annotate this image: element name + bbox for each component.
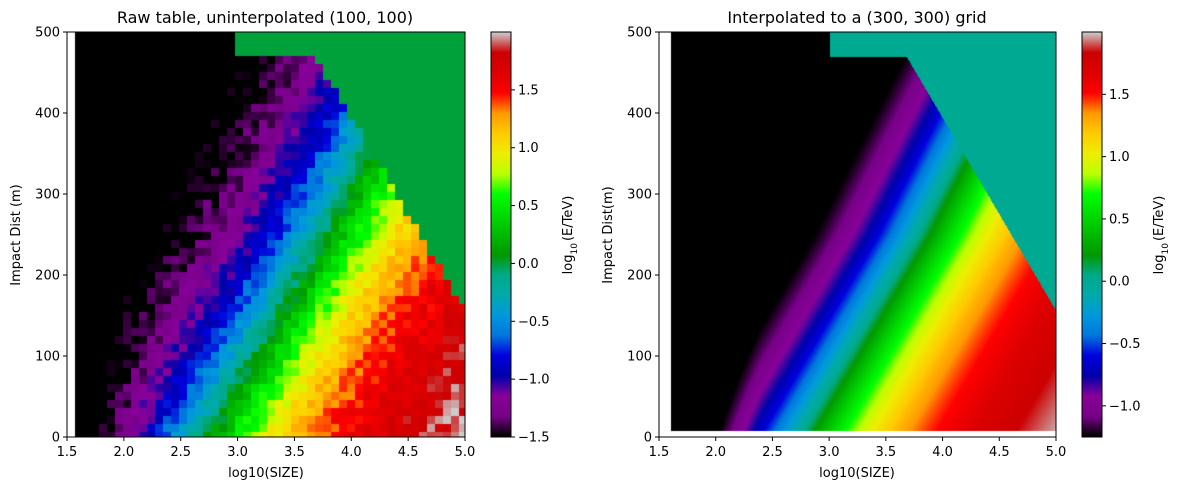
right-y-axis-label: Impact Dist(m) bbox=[601, 186, 616, 283]
left-colorbar-label: log10(E/TeV) bbox=[561, 196, 580, 275]
left-chart: Raw table, uninterpolated (100, 100) 1.5… bbox=[9, 8, 580, 481]
right-colorbar-area bbox=[1082, 32, 1102, 437]
colorbar-tick-label: 0.5 bbox=[518, 199, 539, 214]
left-colorbar-frame bbox=[490, 31, 512, 438]
x-tick-label: 3.0 bbox=[227, 445, 248, 460]
left-x-axis-label: log10(SIZE) bbox=[228, 466, 304, 481]
x-tick-label: 3.5 bbox=[876, 445, 897, 460]
right-colorbar-ticks: −1.0 −0.5 0.0 0.5 1.0 1.5 bbox=[1102, 88, 1141, 414]
x-tick-label: 4.5 bbox=[989, 445, 1010, 460]
y-tick-label: 0 bbox=[644, 431, 652, 446]
right-heatmap bbox=[659, 32, 1056, 437]
x-tick-label: 1.5 bbox=[649, 445, 670, 460]
colorbar-tick-label: 0.0 bbox=[1109, 275, 1130, 290]
colorbar-tick-label: −1.5 bbox=[518, 431, 550, 446]
x-tick-label: 1.5 bbox=[57, 445, 78, 460]
y-tick-label: 500 bbox=[35, 26, 60, 41]
colorbar-tick-label: −0.5 bbox=[518, 315, 550, 330]
y-tick-label: 300 bbox=[35, 188, 60, 203]
right-colorbar bbox=[1082, 32, 1102, 437]
x-tick-label: 4.5 bbox=[398, 445, 419, 460]
x-tick-label: 3.5 bbox=[284, 445, 305, 460]
left-plot-frame bbox=[66, 31, 466, 438]
right-x-ticks: 1.5 2.0 2.5 3.0 3.5 4.0 4.5 5.0 bbox=[649, 437, 1067, 460]
y-tick-label: 100 bbox=[35, 350, 60, 365]
x-tick-label: 4.0 bbox=[932, 445, 953, 460]
left-chart-title: Raw table, uninterpolated (100, 100) bbox=[117, 8, 413, 27]
left-colorbar-ticks: −1.5 −1.0 −0.5 0.0 0.5 1.0 1.5 bbox=[511, 83, 550, 446]
y-tick-label: 500 bbox=[627, 26, 652, 41]
left-heatmap bbox=[67, 32, 465, 437]
left-y-ticks: 0 100 200 300 400 500 bbox=[35, 26, 67, 446]
colorbar-tick-label: 1.0 bbox=[1109, 150, 1130, 165]
right-chart-title: Interpolated to a (300, 300) grid bbox=[727, 8, 986, 27]
right-colorbar-label: log10(E/TeV) bbox=[1152, 196, 1171, 275]
colorbar-tick-label: −1.0 bbox=[1109, 399, 1141, 414]
y-tick-label: 200 bbox=[35, 269, 60, 284]
x-tick-label: 3.0 bbox=[819, 445, 840, 460]
right-x-axis-label: log10(SIZE) bbox=[819, 466, 895, 481]
y-tick-label: 100 bbox=[627, 350, 652, 365]
x-tick-label: 2.0 bbox=[114, 445, 135, 460]
colorbar-tick-label: 1.0 bbox=[518, 141, 539, 156]
x-tick-label: 5.0 bbox=[1046, 445, 1067, 460]
y-tick-label: 300 bbox=[627, 188, 652, 203]
colorbar-tick-label: 0.5 bbox=[1109, 212, 1130, 227]
colorbar-tick-label: 0.0 bbox=[518, 257, 539, 272]
y-tick-label: 200 bbox=[627, 269, 652, 284]
y-tick-label: 0 bbox=[52, 431, 60, 446]
right-chart: Interpolated to a (300, 300) grid 1.5 2.0… bbox=[601, 8, 1171, 481]
x-tick-label: 2.0 bbox=[705, 445, 726, 460]
x-tick-label: 5.0 bbox=[455, 445, 476, 460]
left-colorbar bbox=[491, 32, 511, 437]
x-tick-label: 2.5 bbox=[762, 445, 783, 460]
right-y-ticks: 0 100 200 300 400 500 bbox=[627, 26, 659, 446]
right-plot-frame bbox=[658, 31, 1057, 438]
colorbar-tick-label: −1.0 bbox=[518, 373, 550, 388]
colorbar-tick-label: 1.5 bbox=[1109, 88, 1130, 103]
colorbar-tick-label: −0.5 bbox=[1109, 337, 1141, 352]
left-colorbar-area bbox=[491, 32, 511, 437]
right-colorbar-frame bbox=[1081, 31, 1103, 438]
x-tick-label: 4.0 bbox=[341, 445, 362, 460]
left-heatmap-area bbox=[67, 32, 465, 437]
right-heatmap-area bbox=[659, 32, 1056, 437]
y-tick-label: 400 bbox=[35, 107, 60, 122]
colorbar-tick-label: 1.5 bbox=[518, 83, 539, 98]
x-tick-label: 2.5 bbox=[170, 445, 191, 460]
left-x-ticks: 1.5 2.0 2.5 3.0 3.5 4.0 4.5 5.0 bbox=[57, 437, 476, 460]
y-tick-label: 400 bbox=[627, 107, 652, 122]
left-y-axis-label: Impact Dist (m) bbox=[9, 184, 24, 286]
